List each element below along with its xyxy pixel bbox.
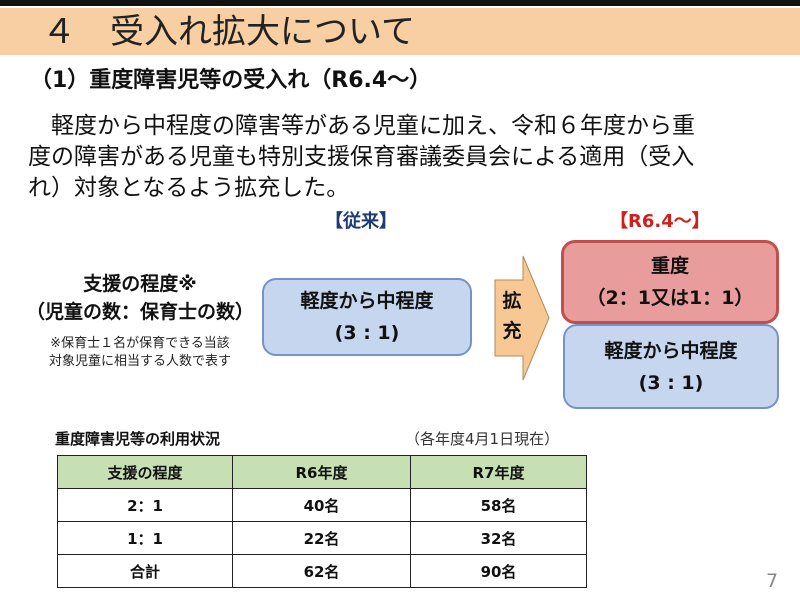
table-note: （各年度4月1日現在）: [405, 430, 560, 448]
table-cell: 合計: [57, 554, 233, 588]
slide-title: ４ 受入れ拡大について: [42, 12, 415, 52]
before-box-ratio: (3 : 1): [334, 322, 400, 344]
ratio-label: （児童の数：保育士の数）: [25, 301, 254, 323]
header-cell: R6年度: [232, 455, 411, 489]
section-heading: （1）重度障害児等の受入れ（R6.4～）: [30, 68, 432, 93]
severe-box: 重度 （2：1又は1：1）: [561, 240, 779, 324]
before-box-label: 軽度から中程度: [300, 290, 434, 312]
table-cell: 58名: [410, 488, 587, 522]
paragraph-line: 度の障害がある児童も特別支援保育審議委員会による適用（受入: [28, 144, 695, 170]
mild-box-label: 軽度から中程度: [604, 339, 738, 362]
table-title: 重度障害児等の利用状況: [55, 430, 221, 448]
table-cell: 32名: [410, 521, 587, 555]
usage-table: 支援の程度 R6年度 R7年度 2：1 40名 58名 1：1 22名 32名 …: [57, 455, 587, 588]
before-box: 軽度から中程度 (3 : 1): [262, 278, 472, 356]
table-header-row: 支援の程度 R6年度 R7年度: [57, 455, 587, 489]
support-level-label: 支援の程度※: [83, 273, 197, 295]
note-line: 対象児童に相当する人数で表す: [48, 354, 231, 369]
before-header: 【従来】: [325, 211, 397, 232]
table-row: 合計 62名 90名: [57, 554, 587, 588]
severe-box-ratio: （2：1又は1：1）: [586, 287, 754, 309]
table-cell: 22名: [232, 521, 411, 555]
header-cell: 支援の程度: [57, 455, 233, 489]
page-number: 7: [766, 570, 779, 592]
table-cell: 62名: [232, 554, 411, 588]
table-cell: 1：1: [57, 521, 233, 555]
paragraph-line: れ）対象となるよう拡充した。: [28, 175, 350, 201]
header-cell: R7年度: [410, 455, 587, 489]
table-cell: 40名: [232, 488, 411, 522]
title-band: [0, 8, 800, 55]
table-cell: 90名: [410, 554, 587, 588]
note-line: ※保育士１名が保育できる当該: [50, 336, 230, 351]
mild-box: 軽度から中程度 (3 : 1): [563, 324, 779, 409]
after-header: 【R6.4～】: [610, 211, 710, 232]
expand-arrow: [494, 255, 550, 381]
arrow-label: 拡: [502, 290, 522, 312]
arrow-label: 充: [502, 320, 522, 342]
severe-box-label: 重度: [650, 255, 689, 277]
table-cell: 2：1: [57, 488, 233, 522]
table-row: 1：1 22名 32名: [57, 521, 587, 555]
mild-box-ratio: (3 : 1): [638, 371, 704, 394]
top-border: [0, 0, 800, 6]
paragraph-line: 軽度から中程度の障害等がある児童に加え、令和６年度から重: [28, 113, 695, 139]
table-row: 2：1 40名 58名: [57, 488, 587, 522]
